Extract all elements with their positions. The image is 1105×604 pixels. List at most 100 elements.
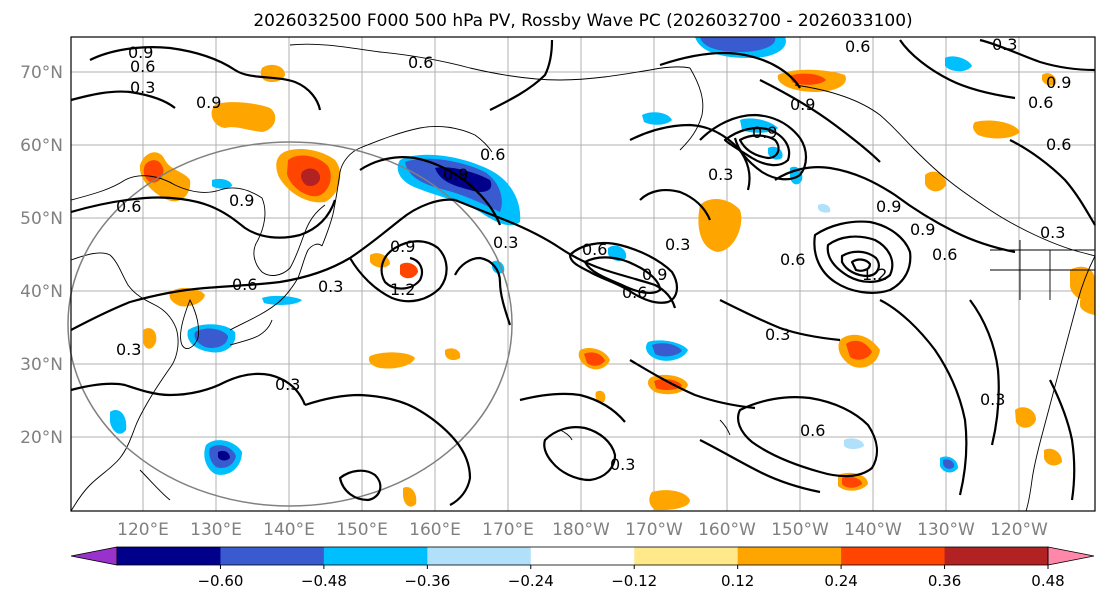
map-frame <box>70 36 1096 512</box>
anomaly-fill <box>844 438 864 449</box>
contour-label: 0.3 <box>275 375 300 394</box>
contour-label: 0.9 <box>790 95 815 114</box>
anomaly-fill <box>301 168 321 186</box>
anomaly-fill <box>211 102 276 132</box>
contour-label: 0.6 <box>116 197 141 216</box>
contour-label: 0.6 <box>408 53 433 72</box>
map-title: 2026032500 F000 500 hPa PV, Rossby Wave … <box>253 11 912 31</box>
contour-label: 0.6 <box>845 37 870 56</box>
lon-label: 170°W <box>625 520 683 540</box>
contour-label: 0.3 <box>665 235 690 254</box>
colorbar-tick-label: −0.48 <box>301 572 347 590</box>
anomaly-fill <box>642 112 672 125</box>
anomaly-fill <box>790 73 826 85</box>
contour-label: 0.9 <box>196 93 221 112</box>
contour-label: 0.3 <box>116 340 141 359</box>
lon-label: 120°E <box>117 520 169 540</box>
colorbar-tick-label: 0.48 <box>1031 572 1064 590</box>
contour-label: 0.3 <box>708 165 733 184</box>
contour-label: 1.2 <box>390 280 415 299</box>
contour-label: 0.6 <box>1028 93 1053 112</box>
anomaly-fill <box>973 120 1020 139</box>
colorbar-tick-label: −0.36 <box>404 572 450 590</box>
lat-label: 60°N <box>20 136 63 156</box>
anomaly-fill <box>492 260 505 274</box>
lon-label: 150°W <box>771 520 829 540</box>
contour-label: 0.9 <box>910 220 935 239</box>
anomaly-fill <box>943 459 955 469</box>
contour-label: 0.9 <box>443 165 468 184</box>
pv-contours <box>70 38 1096 506</box>
contour-label: 0.3 <box>1040 223 1065 242</box>
contour-label: 0.9 <box>876 197 901 216</box>
anomaly-fill <box>110 410 127 434</box>
colorbar-extend-min <box>70 546 118 566</box>
lon-label: 130°W <box>917 520 975 540</box>
anomaly-fill <box>403 486 417 507</box>
anomaly-fill <box>368 352 415 369</box>
anomaly-fill <box>595 390 606 403</box>
contour-label: 0.9 <box>642 265 667 284</box>
colorbar-tick-label: 0.12 <box>721 572 754 590</box>
anomaly-fill <box>212 178 232 189</box>
contour-label: 0.6 <box>232 275 257 294</box>
colorbar-segment <box>737 547 842 565</box>
contour-label: 0.3 <box>610 455 635 474</box>
lat-label: 50°N <box>20 209 63 229</box>
contour-label: 0.9 <box>128 43 153 62</box>
colorbar-segment <box>634 547 739 565</box>
colorbar-tick-label: 0.36 <box>928 572 961 590</box>
anomaly-fill <box>584 352 605 366</box>
contour-label: 0.9 <box>390 237 415 256</box>
region-circle <box>67 141 513 507</box>
anomaly-fill <box>652 343 682 357</box>
lon-label: 160°W <box>698 520 756 540</box>
contour-label: 0.6 <box>130 57 155 76</box>
anomaly-fill <box>925 171 946 192</box>
anomaly-fill <box>818 203 831 213</box>
colorbar-ticks: −0.60 −0.48 −0.36 −0.24 −0.12 0.12 0.24 0.36 0.4… <box>197 565 1065 590</box>
contour-label: 0.3 <box>318 277 343 296</box>
contour-label: 0.6 <box>1046 135 1071 154</box>
lon-label: 150°E <box>336 520 388 540</box>
anomaly-fill <box>400 262 418 279</box>
lon-label: 120°W <box>990 520 1048 540</box>
anomaly-fill <box>169 288 205 307</box>
anomaly-fill <box>1044 448 1062 466</box>
anomaly-fill <box>405 158 502 212</box>
lat-label: 20°N <box>20 428 63 448</box>
lon-label: 180°W <box>552 520 610 540</box>
anomaly-fill <box>1042 73 1057 86</box>
contour-label: 0.9 <box>1046 73 1071 92</box>
lon-label: 140°W <box>844 520 902 540</box>
colorbar-outline <box>116 546 1049 566</box>
colorbar-segment <box>427 547 532 565</box>
anomaly-fill <box>143 328 157 349</box>
lat-label: 40°N <box>20 282 63 302</box>
anomaly-fill <box>194 328 228 348</box>
colorbar-segment <box>323 547 428 565</box>
contour-label: 0.3 <box>493 233 518 252</box>
colorbar-extend-max <box>1047 546 1095 566</box>
contour-label: 0.6 <box>622 283 647 302</box>
colorbar-segment <box>117 547 221 565</box>
colorbar-segment <box>530 547 635 565</box>
anomaly-fill <box>654 379 682 391</box>
contour-label-group: 0.9 0.6 0.3 0.6 0.9 0.6 0.9 0.3 0.9 0.6 … <box>116 35 1071 474</box>
lat-label: 30°N <box>20 355 63 375</box>
contour-label: 0.3 <box>980 390 1005 409</box>
lon-label: 130°E <box>190 520 242 540</box>
colorbar-segment <box>944 547 1049 565</box>
anomaly-fill <box>945 56 972 72</box>
contour-label: 0.6 <box>780 250 805 269</box>
anomaly-fill <box>842 476 862 488</box>
colorbar-tick-label: −0.24 <box>508 572 554 590</box>
anomaly-fill <box>445 348 461 361</box>
lon-label: 160°E <box>409 520 461 540</box>
lon-label: 170°E <box>482 520 534 540</box>
contour-label: 0.6 <box>480 145 505 164</box>
contour-label: 0.3 <box>130 78 155 97</box>
anomaly-fill <box>1015 407 1036 428</box>
